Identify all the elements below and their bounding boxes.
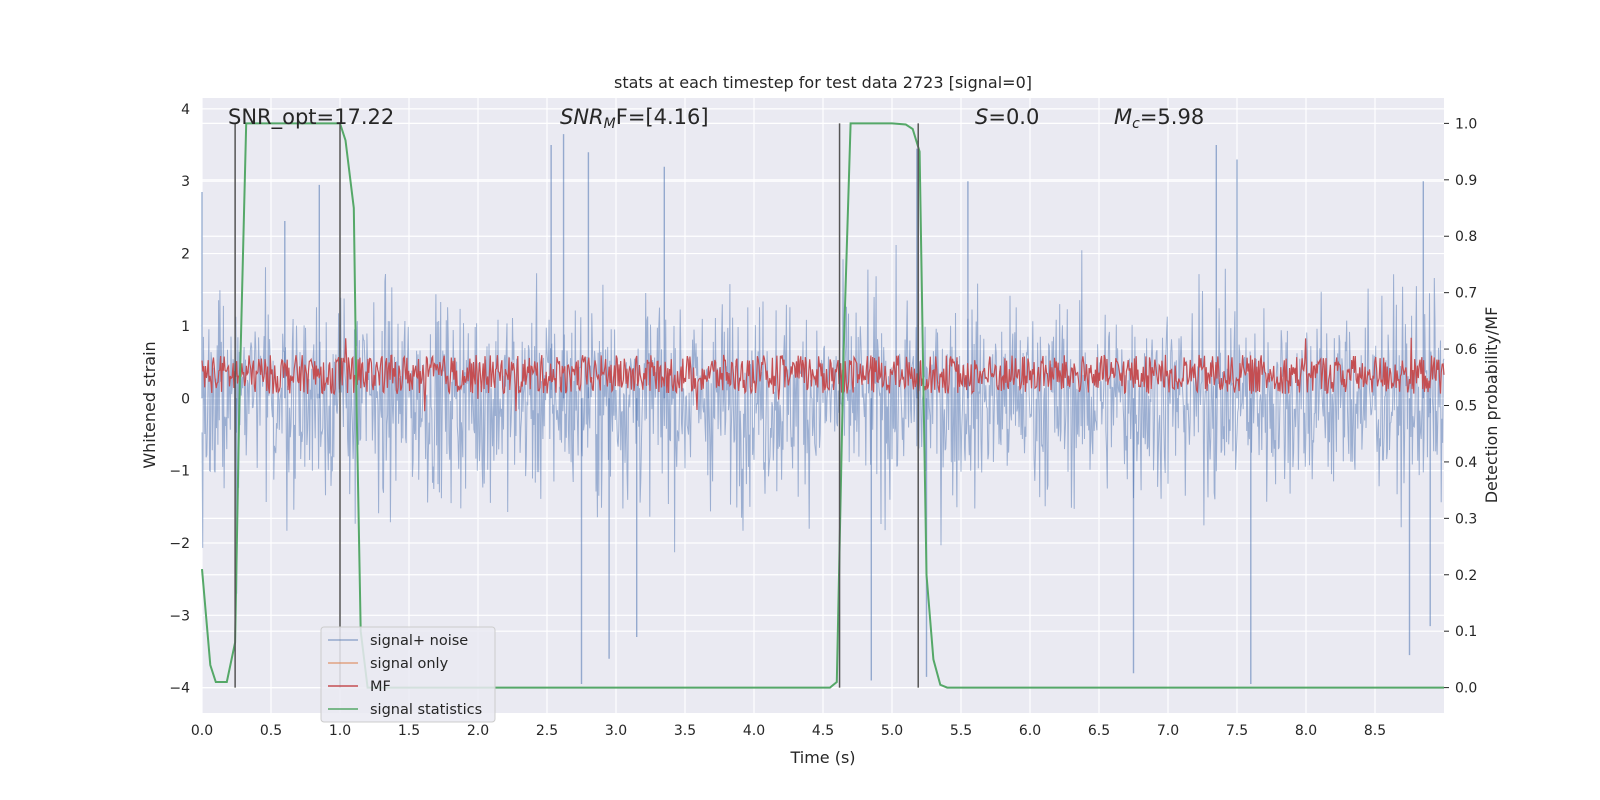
y-right-tick-labels: 0.0 0.1 0.2 0.3 0.4 0.5 0.6 0.7 0.8 0.9 1.0 <box>1444 116 1477 697</box>
legend-label-signal-noise: signal+ noise <box>370 633 468 649</box>
legend: signal+ noise signal only MF signal stat… <box>320 626 496 723</box>
y-right-tick-label: 0.8 <box>1455 229 1477 245</box>
y-right-tick-label: 0.6 <box>1455 342 1477 358</box>
x-tick-label: 5.0 <box>881 723 903 739</box>
legend-label-mf: MF <box>370 679 391 695</box>
series-layer <box>201 122 1445 689</box>
y-tick-label: 1 <box>181 319 190 335</box>
x-tick-label: 8.5 <box>1364 723 1386 739</box>
y-tick-label: −1 <box>169 464 190 480</box>
series-mf-line <box>201 337 1445 412</box>
chart-title: stats at each timestep for test data 272… <box>614 73 1032 92</box>
x-tick-label: 3.0 <box>605 723 627 739</box>
legend-label-signal-statistics: signal statistics <box>370 702 482 718</box>
x-tick-label: 4.5 <box>812 723 834 739</box>
y-right-axis-label: Detection probability/MF <box>1482 307 1501 504</box>
y-right-tick-label: 1.0 <box>1455 116 1477 132</box>
annotation-s-value: =0.0 <box>988 105 1039 129</box>
x-tick-label: 2.5 <box>536 723 558 739</box>
x-tick-label: 0.5 <box>260 723 282 739</box>
x-axis-label: Time (s) <box>789 748 855 767</box>
y-tick-label: −3 <box>169 608 190 624</box>
annotation-snr-mf-suffix: F=[4.16] <box>616 105 709 129</box>
x-tick-label: 6.0 <box>1019 723 1041 739</box>
vertical-markers <box>234 123 919 688</box>
x-tick-label: 3.5 <box>674 723 696 739</box>
x-tick-label: 4.0 <box>743 723 765 739</box>
annotation-s: S=0.0 <box>975 105 1039 129</box>
annotation-mc-sub: c <box>1132 116 1140 132</box>
y-tick-label: 4 <box>181 102 190 118</box>
series-signal-statistics-line <box>201 122 1444 689</box>
x-tick-label: 7.0 <box>1157 723 1179 739</box>
y-axis-label: Whitened strain <box>140 341 159 468</box>
y-right-tick-label: 0.2 <box>1455 568 1477 584</box>
annotation-mc-value: =5.98 <box>1140 105 1204 129</box>
x-tick-labels: 0.0 0.5 1.0 1.5 2.0 2.5 3.0 3.5 4.0 4.5 5.0 5.5 6.0 6… <box>191 723 1386 739</box>
y-right-tick-label: 0.5 <box>1455 399 1477 415</box>
x-tick-label: 5.5 <box>950 723 972 739</box>
annotation-mc: Mc=5.98 <box>1114 105 1204 132</box>
y-right-tick-label: 0.1 <box>1455 624 1477 640</box>
legend-box <box>320 626 496 723</box>
y-right-tick-label: 0.7 <box>1455 286 1477 302</box>
x-tick-label: 0.0 <box>191 723 213 739</box>
y-tick-label: −2 <box>169 536 190 552</box>
x-tick-label: 8.0 <box>1295 723 1317 739</box>
y-tick-label: 3 <box>181 174 190 190</box>
y-tick-label: 2 <box>181 247 190 263</box>
legend-label-signal-only: signal only <box>370 656 449 672</box>
y-tick-label: 0 <box>181 391 190 407</box>
y-right-tick-label: 0.3 <box>1455 511 1477 527</box>
annotation-snr-mf-sub: M <box>604 116 616 132</box>
annotation-mc-name: M <box>1114 105 1132 129</box>
annotation-s-name: S <box>975 105 988 129</box>
annotation-snr-mf: SNRMF=[4.16] <box>560 105 709 132</box>
y-right-tick-label: 0.4 <box>1455 455 1477 471</box>
annotation-snr-opt: SNR_opt=17.22 <box>228 105 394 130</box>
y-right-tick-label: 0.0 <box>1455 681 1477 697</box>
x-tick-label: 1.5 <box>398 723 420 739</box>
x-tick-label: 1.0 <box>329 723 351 739</box>
x-tick-label: 2.0 <box>467 723 489 739</box>
y-tick-labels: −4 −3 −2 −1 0 1 2 3 4 <box>169 102 190 697</box>
annotation-snr-mf-prefix: SNR <box>560 105 604 129</box>
series-signal-noise-line <box>201 244 1445 553</box>
y-tick-label: −4 <box>169 681 190 697</box>
x-tick-label: 7.5 <box>1226 723 1248 739</box>
x-tick-label: 6.5 <box>1088 723 1110 739</box>
y-right-tick-label: 0.9 <box>1455 173 1477 189</box>
